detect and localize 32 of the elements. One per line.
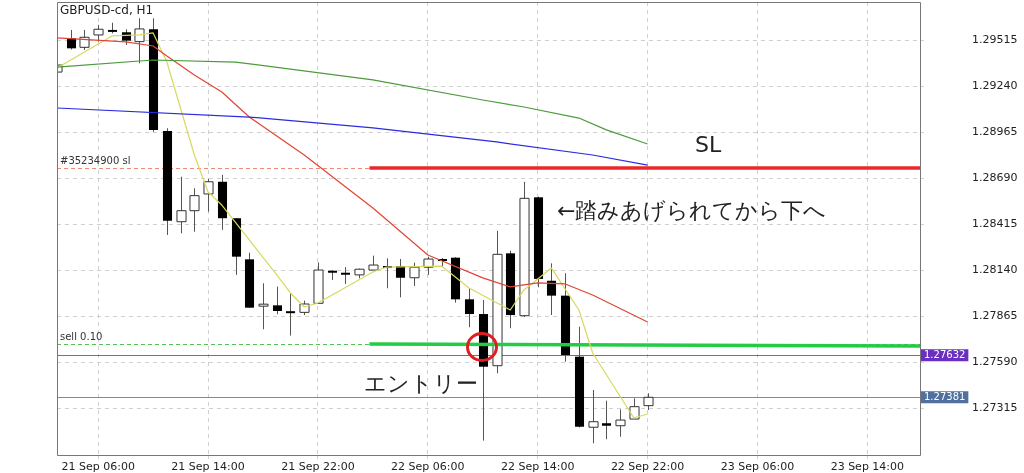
x-tick-label: 22 Sep 22:00 — [610, 460, 685, 473]
x-tick-label: 23 Sep 06:00 — [720, 460, 795, 473]
chart-title: GBPUSD-cd, H1 — [60, 3, 154, 18]
x-tick-label: 22 Sep 06:00 — [391, 460, 465, 473]
y-tick-label: 1.28140 — [972, 263, 1018, 277]
ref-line-label: 1.27381 — [924, 391, 966, 403]
y-tick-label: 1.28965 — [972, 125, 1018, 139]
ref-line-label: 1.27632 — [924, 349, 966, 361]
y-tick-label: 1.27315 — [972, 401, 1018, 415]
x-tick-label: 21 Sep 06:00 — [61, 460, 135, 473]
y-tick-label: 1.28690 — [972, 171, 1018, 185]
y-tick-label: 1.27865 — [972, 309, 1018, 323]
x-tick-label: 23 Sep 14:00 — [830, 460, 905, 473]
y-tick-label: 1.28415 — [972, 217, 1018, 231]
candlestick — [285, 292, 296, 337]
annotation: ←踏みあげられてから下へ — [557, 197, 827, 223]
ref-line-label: sell 0.10 — [60, 330, 103, 342]
ref-line-label: #35234900 sl — [60, 154, 131, 166]
candlestick — [272, 286, 283, 315]
y-tick-label: 1.27590 — [972, 355, 1018, 369]
x-tick-label: 22 Sep 14:00 — [501, 460, 575, 473]
candlestick — [464, 287, 475, 328]
candlestick — [395, 258, 406, 298]
y-tick-label: 1.29515 — [972, 33, 1018, 47]
annotation: SL — [695, 131, 722, 157]
x-tick-label: 21 Sep 14:00 — [171, 460, 245, 473]
y-tick-label: 1.29240 — [972, 79, 1018, 93]
x-tick-label: 21 Sep 22:00 — [281, 460, 355, 473]
candlestick — [546, 262, 557, 316]
candlestick — [601, 400, 612, 440]
annotation: エントリー — [364, 370, 478, 396]
candlestick — [588, 389, 599, 444]
